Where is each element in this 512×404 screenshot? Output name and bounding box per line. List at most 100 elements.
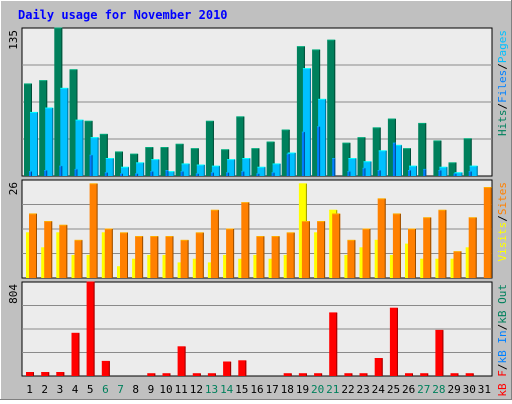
files-bar [135,173,139,176]
pages-bar [166,171,175,176]
hits-bar [145,147,154,176]
files-bar [59,166,63,176]
hits-bar [357,137,366,176]
pages-bar [302,68,311,176]
kbytes-bar [86,282,95,376]
kbytes-bar [298,373,307,376]
files-bar [226,172,230,176]
files-bar [271,172,275,176]
sites-bar [468,217,477,278]
pages-bar [136,162,145,176]
kbytes-legend-item: kB Out [496,284,509,324]
kbytes-legend-item: kB F [496,370,509,397]
hits-bar [463,138,472,176]
day-label: 26 [402,383,415,396]
pages-bar [121,167,129,176]
hits-bar [433,140,442,176]
hits-bar [327,40,336,176]
hits-files-pages-legend-item: Hits [496,110,509,137]
kbytes-bar [374,358,383,376]
files-bar [74,169,78,176]
files-bar [120,173,123,176]
hits-files-pages-max-label: 135 [7,30,20,50]
visits-sites-legend-item: / [496,215,509,222]
sites-bar [89,183,98,278]
pages-bar [393,145,402,176]
files-bar [301,132,305,176]
files-bar [210,172,214,176]
day-label: 5 [87,383,94,396]
pages-bar [439,167,448,176]
sites-bar [195,232,204,278]
kbytes-legend: kB F/kB In/kB Out [496,284,509,397]
day-label: 10 [159,383,172,396]
sites-bar [74,240,83,278]
hits-bar [403,148,411,176]
sites-bar [165,236,174,278]
sites-bar [29,213,37,278]
kbytes-legend-item: / [496,324,509,331]
pages-bar [242,158,251,176]
sites-bar [377,198,386,278]
kbytes-bar [223,362,232,376]
day-label: 27 [417,383,430,396]
sites-bar [453,251,462,278]
sites-bar [120,232,128,278]
visits-sites-legend-item: Sites [496,182,509,215]
files-bar [438,170,442,176]
visits-sites-max-label: 26 [7,182,20,195]
kbytes-bar [71,333,80,376]
files-bar [362,168,366,176]
chart-title: Daily usage for November 2010 [18,8,228,22]
sites-bar [362,229,371,278]
hits-bar [24,83,32,176]
sites-bar [408,229,416,278]
sites-bar [150,236,159,278]
hits-bar [387,119,396,176]
hits-bar [418,123,427,176]
kbytes-bar [207,373,216,376]
files-bar [332,158,336,176]
hits-bar [448,162,457,176]
pages-bar [60,88,69,176]
sites-bar [332,213,341,278]
kbytes-bar [314,373,323,376]
sites-bar [226,229,235,278]
day-label: 18 [281,383,294,396]
kbytes-bar [147,373,156,376]
pages-bar [227,159,236,176]
pages-bar [151,159,160,176]
pages-bar [105,158,114,176]
hits-bar [39,80,48,176]
sites-bar [438,210,447,278]
hits-bar [99,134,108,176]
files-bar [408,170,411,176]
hits-bar [296,46,305,176]
kbytes-max-label: 804 [7,284,20,304]
sites-bar [483,187,492,278]
kbytes-bar [435,330,444,376]
sites-bar [317,221,326,278]
visits-sites-legend: Visits/Sites [496,182,509,262]
files-bar [150,171,154,176]
files-bar [286,154,290,176]
hits-files-pages-legend-item: / [496,103,509,110]
pages-bar [409,166,417,176]
files-bar [195,173,199,176]
kbytes-bar [192,373,201,376]
day-label: 3 [57,383,64,396]
hits-files-pages-legend-item: Files [496,70,509,103]
sites-bar [423,217,432,278]
hits-bar [190,148,199,176]
kbytes-bar [238,360,247,376]
sites-bar [286,232,295,278]
day-label: 6 [102,383,109,396]
files-bar [377,170,381,176]
files-bar [453,173,457,176]
hits-bar [342,143,351,176]
day-label: 25 [387,383,400,396]
hits-bar [54,28,63,176]
kbytes-bar [389,308,398,376]
sites-bar [210,210,219,278]
